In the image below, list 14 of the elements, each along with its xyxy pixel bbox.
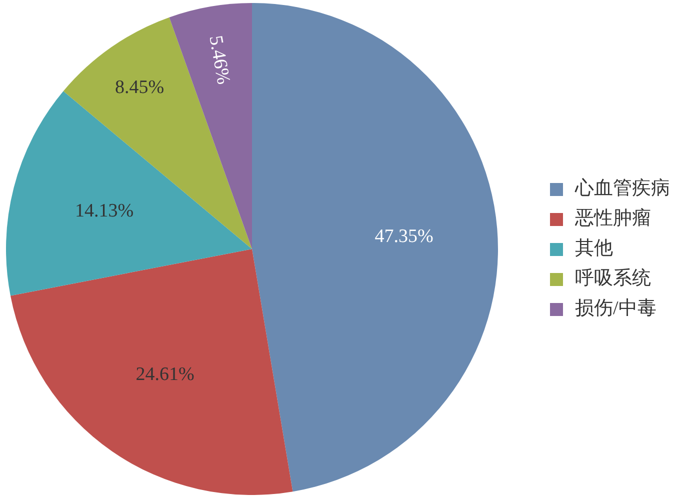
legend-label: 损伤/中毒 [575, 298, 656, 319]
data-label: 47.35% [374, 226, 434, 247]
data-label: 14.13% [75, 200, 134, 222]
legend-label: 呼吸系统 [575, 268, 651, 289]
legend-label: 恶性肿瘤 [575, 208, 651, 229]
data-label: 5.46% [204, 34, 234, 86]
data-label: 24.61% [136, 364, 195, 385]
legend-label: 心血管疾病 [575, 178, 670, 199]
pie-slice [10, 249, 293, 495]
pie-slice [169, 3, 252, 249]
data-label: 8.45% [114, 77, 164, 98]
pie-slice [63, 17, 252, 249]
pie-slice [252, 3, 498, 492]
legend-label: 其他 [575, 238, 613, 259]
